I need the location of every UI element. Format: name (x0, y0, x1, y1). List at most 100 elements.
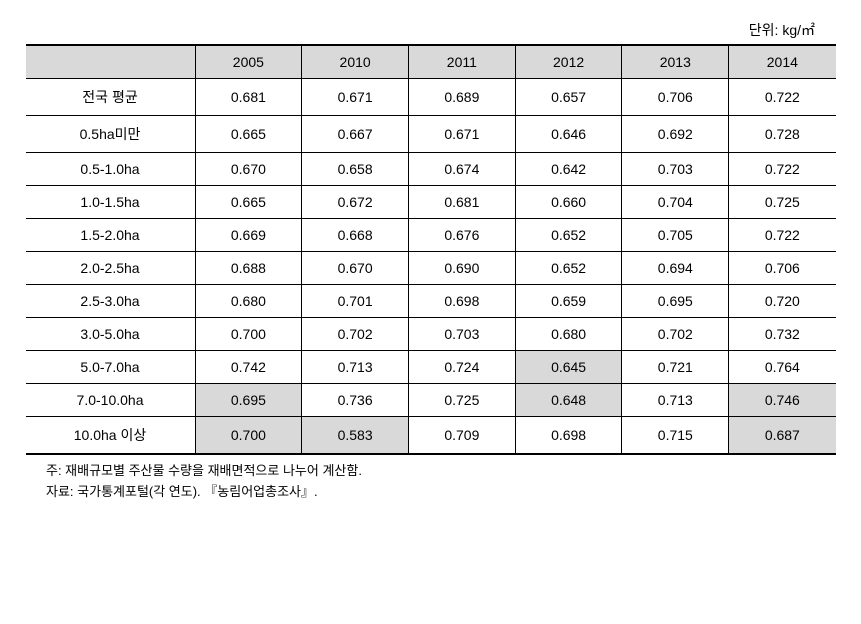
data-cell: 0.671 (408, 116, 515, 153)
data-cell: 0.687 (729, 417, 836, 455)
table-row: 7.0-10.0ha0.6950.7360.7250.6480.7130.746 (26, 384, 836, 417)
table-row: 1.5-2.0ha0.6690.6680.6760.6520.7050.722 (26, 219, 836, 252)
data-cell: 0.764 (729, 351, 836, 384)
data-cell: 0.688 (195, 252, 302, 285)
data-cell: 0.700 (195, 417, 302, 455)
data-cell: 0.657 (515, 79, 622, 116)
data-cell: 0.698 (515, 417, 622, 455)
year-header: 2005 (195, 45, 302, 79)
data-cell: 0.694 (622, 252, 729, 285)
data-cell: 0.742 (195, 351, 302, 384)
row-label: 1.5-2.0ha (26, 219, 196, 252)
table-row: 2.5-3.0ha0.6800.7010.6980.6590.6950.720 (26, 285, 836, 318)
data-table: 2005 2010 2011 2012 2013 2014 전국 평균0.681… (26, 44, 836, 455)
header-blank (26, 45, 196, 79)
data-cell: 0.713 (302, 351, 409, 384)
data-cell: 0.706 (729, 252, 836, 285)
data-cell: 0.702 (622, 318, 729, 351)
data-cell: 0.680 (515, 318, 622, 351)
data-cell: 0.703 (408, 318, 515, 351)
table-row: 전국 평균0.6810.6710.6890.6570.7060.722 (26, 79, 836, 116)
table-body: 전국 평균0.6810.6710.6890.6570.7060.7220.5ha… (26, 79, 836, 455)
data-cell: 0.713 (622, 384, 729, 417)
data-cell: 0.670 (302, 252, 409, 285)
year-header: 2011 (408, 45, 515, 79)
data-cell: 0.732 (729, 318, 836, 351)
data-cell: 0.701 (302, 285, 409, 318)
data-cell: 0.728 (729, 116, 836, 153)
data-cell: 0.583 (302, 417, 409, 455)
data-cell: 0.672 (302, 186, 409, 219)
data-cell: 0.642 (515, 153, 622, 186)
data-cell: 0.645 (515, 351, 622, 384)
footnotes: 주: 재배규모별 주산물 수량을 재배면적으로 나누어 계산함. 자료: 국가통… (20, 461, 841, 503)
data-cell: 0.722 (729, 153, 836, 186)
data-cell: 0.695 (195, 384, 302, 417)
data-cell: 0.706 (622, 79, 729, 116)
data-cell: 0.695 (622, 285, 729, 318)
data-cell: 0.665 (195, 116, 302, 153)
data-cell: 0.652 (515, 252, 622, 285)
data-cell: 0.680 (195, 285, 302, 318)
data-cell: 0.736 (302, 384, 409, 417)
row-label: 2.5-3.0ha (26, 285, 196, 318)
row-label: 10.0ha 이상 (26, 417, 196, 455)
data-cell: 0.670 (195, 153, 302, 186)
table-row: 0.5-1.0ha0.6700.6580.6740.6420.7030.722 (26, 153, 836, 186)
footnote-source: 자료: 국가통계포털(각 연도). 『농림어업총조사』. (46, 482, 841, 503)
data-cell: 0.715 (622, 417, 729, 455)
data-cell: 0.659 (515, 285, 622, 318)
table-row: 10.0ha 이상0.7000.5830.7090.6980.7150.687 (26, 417, 836, 455)
year-header: 2012 (515, 45, 622, 79)
data-cell: 0.700 (195, 318, 302, 351)
row-label: 2.0-2.5ha (26, 252, 196, 285)
data-cell: 0.692 (622, 116, 729, 153)
data-cell: 0.681 (408, 186, 515, 219)
data-cell: 0.746 (729, 384, 836, 417)
row-label: 7.0-10.0ha (26, 384, 196, 417)
data-cell: 0.721 (622, 351, 729, 384)
data-cell: 0.725 (408, 384, 515, 417)
data-cell: 0.652 (515, 219, 622, 252)
data-cell: 0.671 (302, 79, 409, 116)
data-cell: 0.668 (302, 219, 409, 252)
row-label: 0.5ha미만 (26, 116, 196, 153)
data-cell: 0.689 (408, 79, 515, 116)
data-cell: 0.704 (622, 186, 729, 219)
data-cell: 0.648 (515, 384, 622, 417)
table-row: 1.0-1.5ha0.6650.6720.6810.6600.7040.725 (26, 186, 836, 219)
row-label: 전국 평균 (26, 79, 196, 116)
row-label: 5.0-7.0ha (26, 351, 196, 384)
data-cell: 0.705 (622, 219, 729, 252)
footnote-note: 주: 재배규모별 주산물 수량을 재배면적으로 나누어 계산함. (46, 461, 841, 482)
data-cell: 0.646 (515, 116, 622, 153)
data-cell: 0.660 (515, 186, 622, 219)
header-row: 2005 2010 2011 2012 2013 2014 (26, 45, 836, 79)
data-cell: 0.665 (195, 186, 302, 219)
table-row: 0.5ha미만0.6650.6670.6710.6460.6920.728 (26, 116, 836, 153)
table-row: 2.0-2.5ha0.6880.6700.6900.6520.6940.706 (26, 252, 836, 285)
data-cell: 0.698 (408, 285, 515, 318)
data-cell: 0.669 (195, 219, 302, 252)
table-row: 5.0-7.0ha0.7420.7130.7240.6450.7210.764 (26, 351, 836, 384)
data-cell: 0.658 (302, 153, 409, 186)
data-cell: 0.720 (729, 285, 836, 318)
data-cell: 0.722 (729, 219, 836, 252)
table-row: 3.0-5.0ha0.7000.7020.7030.6800.7020.732 (26, 318, 836, 351)
data-cell: 0.703 (622, 153, 729, 186)
year-header: 2014 (729, 45, 836, 79)
year-header: 2010 (302, 45, 409, 79)
row-label: 0.5-1.0ha (26, 153, 196, 186)
data-cell: 0.702 (302, 318, 409, 351)
data-cell: 0.724 (408, 351, 515, 384)
row-label: 1.0-1.5ha (26, 186, 196, 219)
data-cell: 0.681 (195, 79, 302, 116)
data-cell: 0.722 (729, 79, 836, 116)
data-cell: 0.725 (729, 186, 836, 219)
row-label: 3.0-5.0ha (26, 318, 196, 351)
data-cell: 0.709 (408, 417, 515, 455)
data-cell: 0.674 (408, 153, 515, 186)
year-header: 2013 (622, 45, 729, 79)
data-cell: 0.676 (408, 219, 515, 252)
data-cell: 0.667 (302, 116, 409, 153)
